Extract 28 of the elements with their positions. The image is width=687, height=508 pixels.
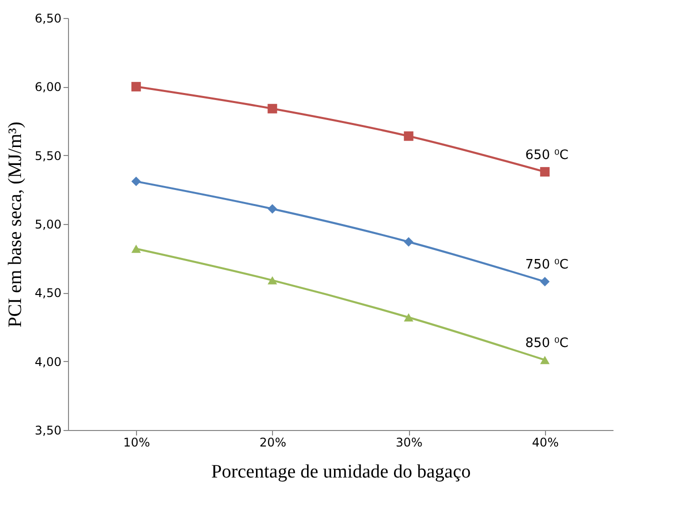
x-tick-label: 20% [260,436,286,450]
point [131,82,141,92]
point [404,313,414,322]
y-tick-label: 5,00 [34,218,62,232]
x-tick-label: 40% [532,436,559,450]
x-tick-label: 10% [123,436,150,450]
y-tick-label: 5,50 [34,148,62,163]
point [404,237,414,247]
point [540,276,550,286]
point [540,356,550,364]
y-axis-title: PCI em base seca, (MJ/m³) [4,122,26,328]
y-tick-label: 6,50 [34,12,62,26]
x-axis-title: Porcentage de umidade do bagaço [211,462,471,482]
series-label: 650 ⁰C [525,148,568,163]
point [131,176,141,186]
point [268,204,278,214]
y-tick-label: 4,50 [34,286,62,300]
point [268,276,278,284]
x-tick-label: 30% [396,436,422,450]
y-tick-label: 3,50 [34,424,62,438]
point [131,244,141,253]
y-tick-label: 4,00 [34,354,62,369]
y-tick-label: 6,00 [34,80,62,94]
point [540,167,550,177]
point [268,104,278,114]
point [404,131,414,141]
series-label: 850 ⁰C [525,336,568,351]
series-label: 750 ⁰C [525,258,568,273]
